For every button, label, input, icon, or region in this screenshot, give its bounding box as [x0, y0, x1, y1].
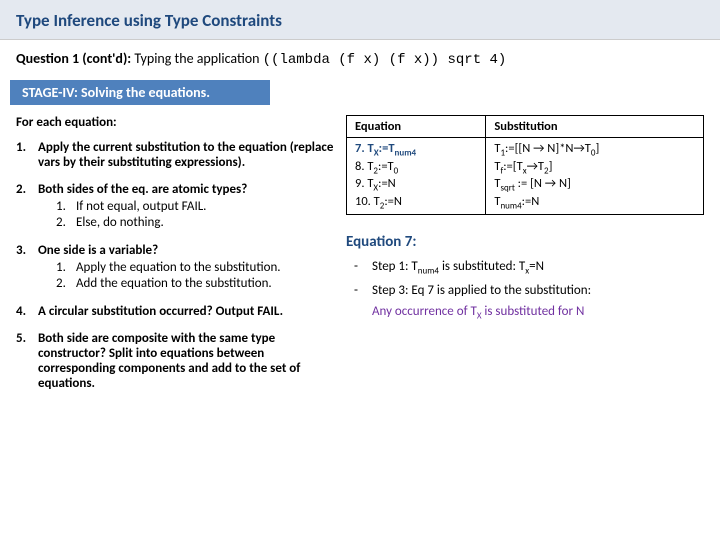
- question-row: Question 1 (cont'd): Typing the applicat…: [0, 40, 720, 76]
- stage-bar: STAGE-IV: Solving the equations.: [10, 80, 270, 105]
- step-5: 5. Both side are composite with the same…: [16, 331, 334, 391]
- any-occurrence: Any occurrence of TX is substituted for …: [346, 304, 704, 322]
- for-each-label: For each equation:: [16, 115, 334, 130]
- step-3: 3. One side is a variable? 1.Apply the e…: [16, 243, 334, 292]
- left-column: For each equation: 1. Apply the current …: [16, 115, 346, 403]
- question-label: Question 1 (cont'd):: [16, 50, 131, 67]
- equation-7-title: Equation 7:: [346, 233, 704, 251]
- question-text: Typing the application: [134, 50, 259, 67]
- right-column: Equation Substitution 7. TX:=Tnum4 8. T2…: [346, 115, 704, 403]
- table-row: 7. TX:=Tnum4 8. T2:=T0 9. TX:=N 10. T2:=…: [347, 138, 704, 215]
- th-substitution: Substitution: [486, 116, 704, 138]
- eq7-steps: - Step 1: Tnum4 is substituted: Tx=N - S…: [346, 259, 704, 298]
- content: For each equation: 1. Apply the current …: [0, 115, 720, 403]
- eq7-step1: - Step 1: Tnum4 is substituted: Tx=N: [354, 259, 704, 277]
- stage-label: STAGE-IV: Solving the equations.: [22, 84, 210, 101]
- step-2: 2. Both sides of the eq. are atomic type…: [16, 182, 334, 231]
- title-bar: Type Inference using Type Constraints: [0, 0, 720, 40]
- eq7-step3: - Step 3: Eq 7 is applied to the substit…: [354, 283, 704, 298]
- question-code: ((lambda (f x) (f x)) sqrt 4): [263, 52, 507, 68]
- step-list: 1. Apply the current substitution to the…: [16, 140, 334, 391]
- equation-table: Equation Substitution 7. TX:=Tnum4 8. T2…: [346, 115, 704, 215]
- step-4: 4. A circular substitution occurred? Out…: [16, 304, 334, 319]
- step-1: 1. Apply the current substitution to the…: [16, 140, 334, 170]
- page-title: Type Inference using Type Constraints: [16, 10, 282, 31]
- th-equation: Equation: [347, 116, 486, 138]
